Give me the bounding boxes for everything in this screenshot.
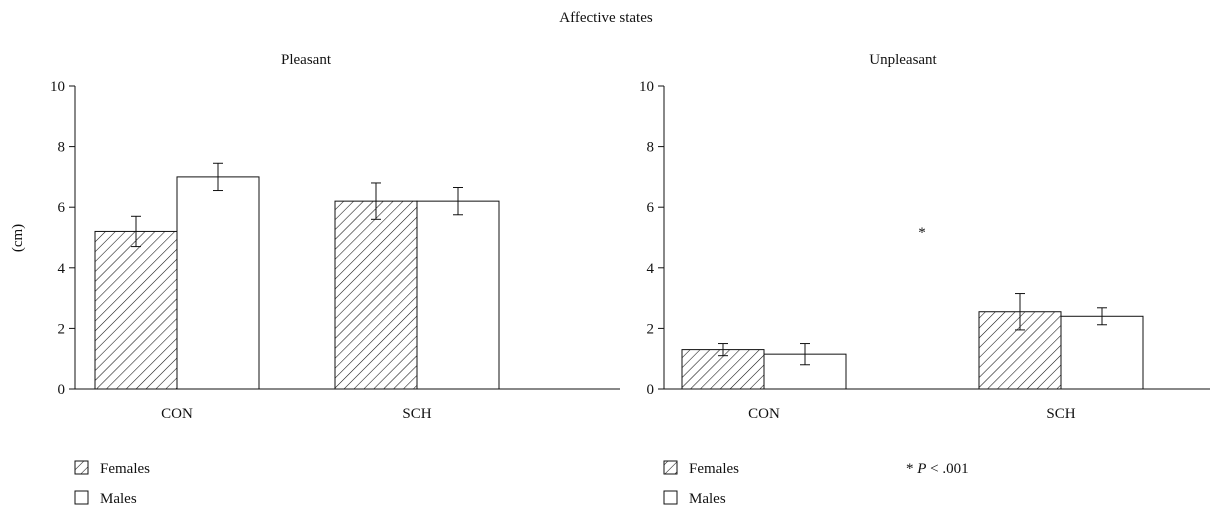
- legend-label-females: Females: [689, 461, 739, 477]
- x-tick-label-sch: SCH: [402, 406, 431, 422]
- x-tick-label-sch: SCH: [1046, 406, 1075, 422]
- y-tick-label: 10: [639, 79, 654, 95]
- significance-marker: *: [918, 225, 926, 241]
- panel-title: Unpleasant: [869, 52, 937, 68]
- panel-title: Pleasant: [281, 52, 332, 68]
- bar-males-sch: [416, 200, 500, 390]
- bar-females-sch: [334, 200, 418, 390]
- y-tick-label: 6: [647, 200, 655, 216]
- bar-males-con: [176, 176, 260, 390]
- y-tick-label: 0: [58, 382, 66, 398]
- legend-swatch-females: [74, 460, 89, 475]
- y-tick-label: 10: [50, 79, 65, 95]
- y-tick-label: 2: [647, 321, 655, 337]
- footnote-star: *: [906, 461, 917, 477]
- legend-label-males: Males: [689, 491, 726, 507]
- y-tick-label: 2: [58, 321, 66, 337]
- legend-label-males: Males: [100, 491, 137, 507]
- y-tick-label: 4: [58, 261, 66, 277]
- legend-swatch-females: [663, 460, 678, 475]
- y-tick-label: 8: [647, 140, 655, 156]
- legend-swatch-males: [663, 490, 678, 505]
- chart-panel-pleasant: Pleasant 0 2 4 6 8 10 (cm) CON SCH Females Males: [10, 52, 620, 507]
- x-tick-label-con: CON: [748, 406, 780, 422]
- chart-panel-unpleasant: Unpleasant 0 2 4 6 8 10 CON SCH * Females Males * P …: [639, 52, 1210, 507]
- y-tick-label: 4: [647, 261, 655, 277]
- y-tick-label: 0: [647, 382, 655, 398]
- legend-label-females: Females: [100, 461, 150, 477]
- footnote-p: P: [916, 461, 926, 477]
- y-tick-label: 8: [58, 140, 66, 156]
- footnote-threshold: < .001: [926, 461, 968, 477]
- y-tick-label: 6: [58, 200, 66, 216]
- x-tick-label-con: CON: [161, 406, 193, 422]
- legend-swatch-males: [74, 490, 89, 505]
- bar-males-sch: [1060, 315, 1144, 390]
- figure-title: Affective states: [559, 10, 653, 26]
- y-axis-label: (cm): [10, 224, 26, 252]
- bar-females-con: [94, 230, 178, 390]
- footnote: * P < .001: [906, 461, 969, 477]
- bar-females-con: [681, 349, 765, 390]
